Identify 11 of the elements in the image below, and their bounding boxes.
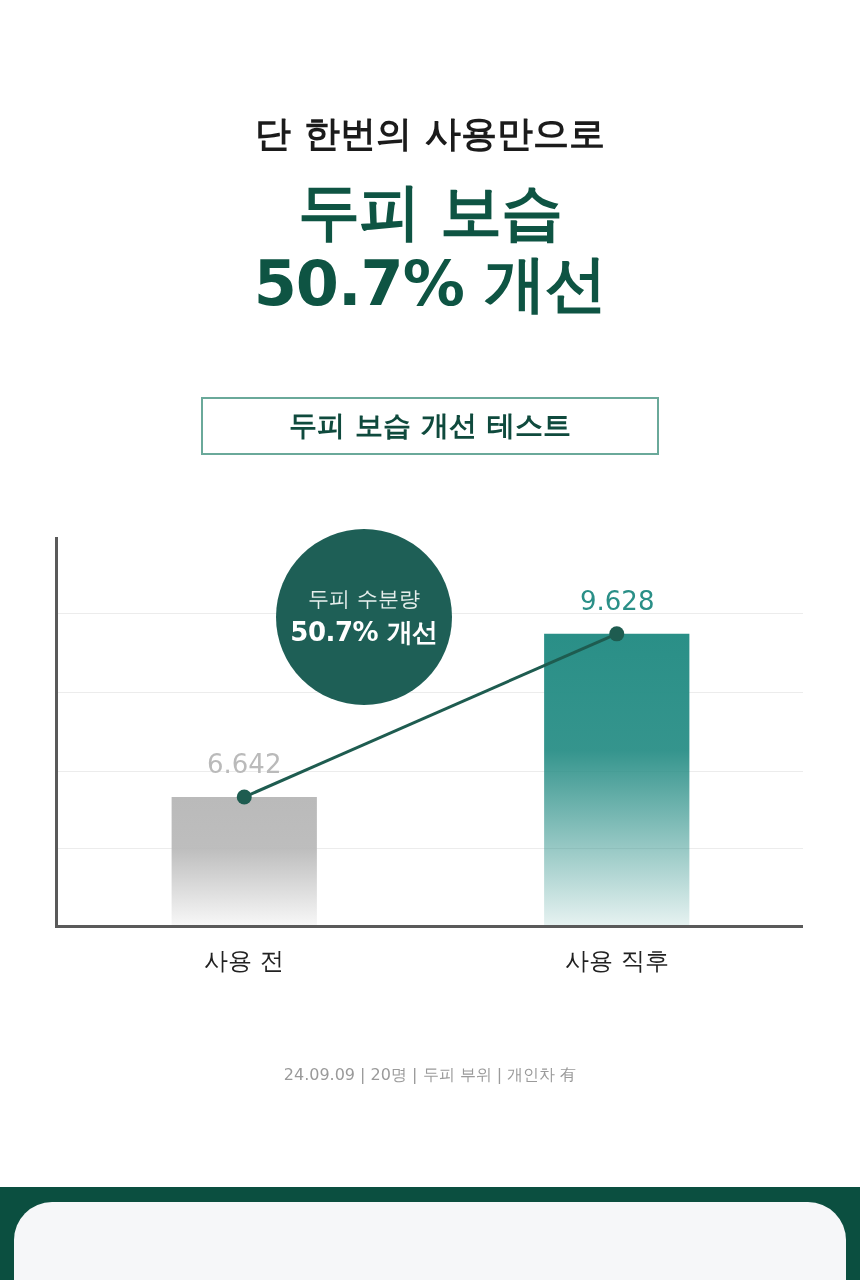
chart-subtitle: 단 한번의 사용만으로	[254, 112, 606, 156]
data-label: 6.642	[207, 749, 282, 779]
text: 24.09.09 | 20명 | 두피 부위 | 개인차 有	[282, 1064, 578, 1086]
badge-circle: 두피 수분량 50.7% 개선	[276, 529, 452, 705]
annotation: 50.7% 개선	[290, 616, 438, 649]
x-tick-label: 사용 전	[204, 946, 285, 975]
annotation: 두피 수분량	[308, 586, 420, 613]
data-label: 9.628	[580, 586, 655, 616]
heading-box: 두피 보습 개선 테스트	[201, 397, 659, 455]
chart-title: 두피 보습 50.7% 개선	[252, 175, 608, 320]
x-tick-label: 사용 직후	[564, 946, 669, 975]
